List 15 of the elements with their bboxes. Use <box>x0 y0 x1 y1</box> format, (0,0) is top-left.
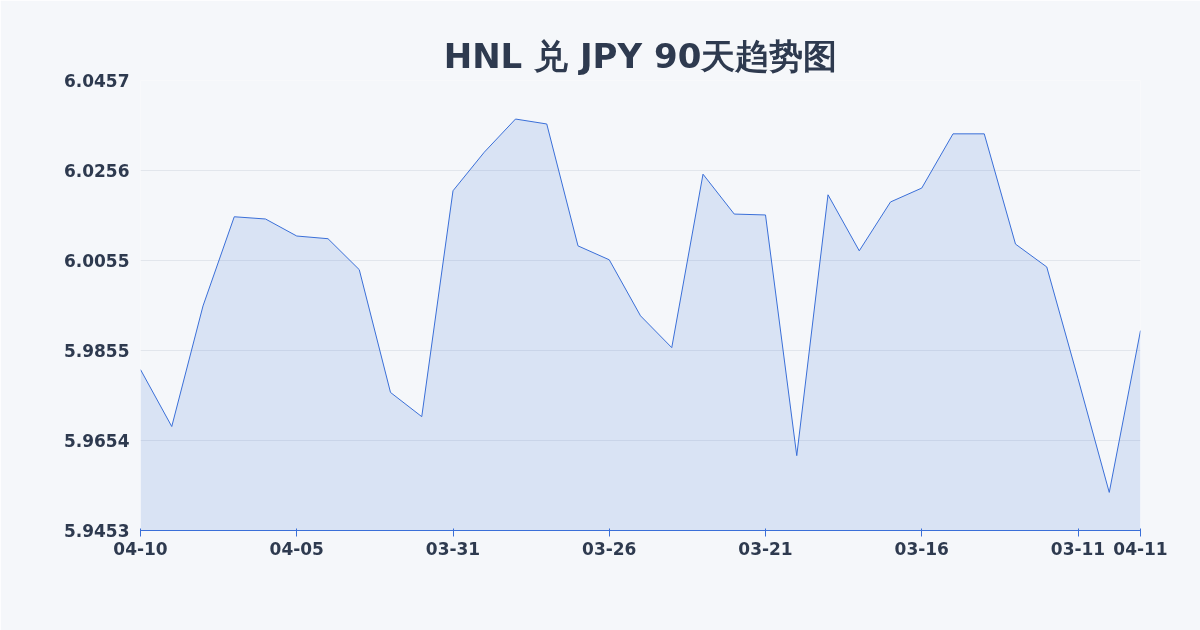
x-tick-label: 03-26 <box>582 538 637 559</box>
y-tick-label: 6.0457 <box>63 71 130 91</box>
x-tick-label: 04-05 <box>269 538 324 559</box>
y-tick-label: 5.9855 <box>63 340 130 361</box>
x-tick-label: 03-21 <box>738 538 793 559</box>
x-tick-label: 04-11 <box>1113 538 1168 559</box>
y-tick-label: 6.0256 <box>63 161 130 182</box>
y-tick-label: 5.9654 <box>63 430 130 451</box>
y-tick-label: 6.0055 <box>63 251 130 272</box>
y-tick-label: 5.9453 <box>63 521 130 541</box>
x-tick-label: 04-10 <box>113 538 168 559</box>
x-tick-label: 03-11 <box>1050 538 1106 559</box>
x-tick-label: 03-16 <box>894 538 949 559</box>
chart-title: HNL 兑 JPY 90天趋势图 <box>443 35 838 76</box>
x-tick-label: 03-31 <box>425 538 481 559</box>
